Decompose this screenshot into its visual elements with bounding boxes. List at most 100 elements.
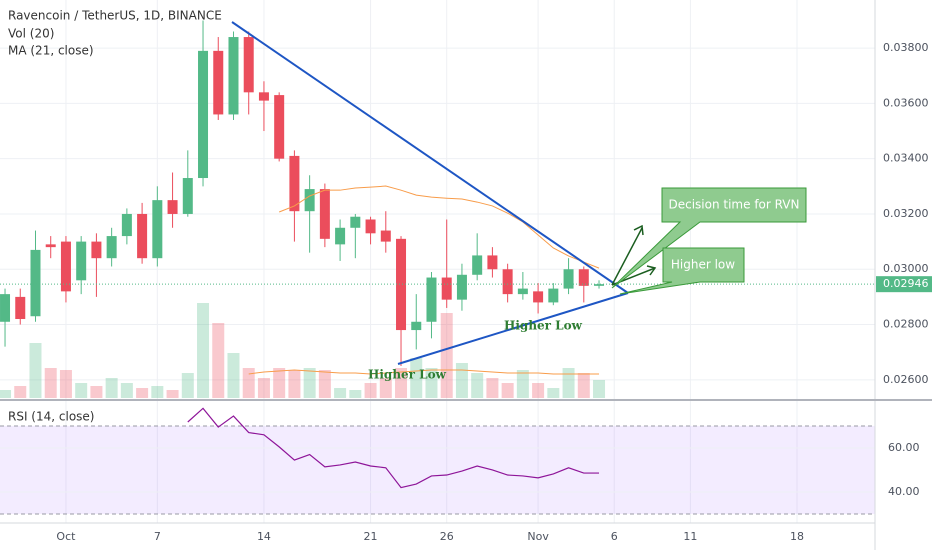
candle-body bbox=[396, 238, 407, 331]
volume-bar bbox=[303, 368, 316, 398]
volume-bar bbox=[136, 388, 149, 398]
callout-text: Higher low bbox=[671, 258, 735, 272]
x-tick-label: 7 bbox=[154, 530, 161, 543]
rsi-band bbox=[0, 425, 875, 514]
candle-body bbox=[335, 227, 346, 245]
volume-bar bbox=[120, 383, 133, 398]
candle-body bbox=[365, 219, 376, 234]
candle-body bbox=[121, 213, 132, 237]
candle-body bbox=[563, 269, 574, 289]
y-tick-label: 0.02600 bbox=[883, 373, 929, 386]
candle-body bbox=[137, 213, 148, 259]
candle-body bbox=[182, 178, 193, 214]
x-tick-label: 26 bbox=[440, 530, 454, 543]
candle-body bbox=[319, 189, 330, 239]
volume-bar bbox=[593, 380, 606, 398]
volume-bar bbox=[242, 368, 255, 398]
x-tick-label: Oct bbox=[56, 530, 76, 543]
x-tick-label: 18 bbox=[790, 530, 804, 543]
candle-body bbox=[426, 277, 437, 322]
volume-bar bbox=[197, 303, 210, 398]
candle-body bbox=[274, 95, 285, 159]
candle-body bbox=[213, 50, 224, 115]
callout-text: Decision time for RVN bbox=[668, 198, 799, 212]
volume-bar bbox=[395, 368, 408, 398]
candle-body bbox=[441, 277, 452, 300]
volume-bar bbox=[166, 390, 179, 398]
volume-bar bbox=[425, 368, 438, 398]
rsi-pane bbox=[0, 407, 875, 515]
volume-bar bbox=[105, 378, 118, 398]
volume-bar bbox=[516, 370, 529, 398]
volume-bar bbox=[273, 368, 286, 398]
volume-bar bbox=[349, 390, 362, 398]
annotation-text: Higher Low bbox=[368, 368, 447, 382]
volume-bar bbox=[501, 383, 514, 398]
candle-body bbox=[60, 241, 71, 292]
candle-body bbox=[91, 241, 102, 259]
arrow-head bbox=[633, 224, 644, 236]
volume-bar bbox=[577, 373, 590, 398]
ma-line bbox=[278, 185, 600, 269]
candle-body bbox=[472, 255, 483, 275]
y-tick-label: 60.00 bbox=[888, 441, 920, 454]
volume-bar bbox=[288, 370, 301, 398]
last-price-label: 0.02946 bbox=[883, 277, 929, 290]
callout bbox=[619, 247, 745, 295]
volume-bar bbox=[410, 358, 423, 398]
candle-body bbox=[548, 288, 559, 303]
y-tick-label: 0.02800 bbox=[883, 318, 929, 331]
volume-bar bbox=[547, 388, 560, 398]
arrow bbox=[611, 227, 643, 286]
candle-body bbox=[502, 269, 513, 295]
y-tick-label: 0.03800 bbox=[883, 41, 929, 54]
legend-entry: MA (21, close) bbox=[8, 44, 94, 58]
volume-bar bbox=[29, 343, 42, 398]
candle-body bbox=[45, 244, 56, 248]
candle-body bbox=[106, 236, 117, 259]
x-tick-label: 11 bbox=[683, 530, 697, 543]
x-tick-label: 21 bbox=[364, 530, 378, 543]
volume-bar bbox=[0, 390, 12, 398]
y-tick-label: 0.03400 bbox=[883, 152, 929, 165]
volume-ma-line bbox=[248, 369, 600, 375]
volume-bar bbox=[14, 386, 27, 398]
trend-line bbox=[397, 292, 629, 365]
candle-body bbox=[350, 216, 361, 228]
rsi-line bbox=[187, 407, 600, 489]
candle-body bbox=[258, 92, 269, 101]
y-tick-label: 0.03200 bbox=[883, 207, 929, 220]
candle-body bbox=[380, 230, 391, 242]
candle-body bbox=[594, 284, 605, 286]
volume-bar bbox=[318, 370, 331, 398]
candle-body bbox=[0, 294, 11, 322]
volume-bar bbox=[212, 323, 225, 398]
candle-body bbox=[198, 50, 209, 179]
volume-bar bbox=[455, 363, 468, 398]
volume-bar bbox=[59, 370, 72, 398]
candle-body bbox=[487, 255, 498, 270]
volume-bar bbox=[44, 368, 57, 398]
y-tick-label: 0.03000 bbox=[883, 262, 929, 275]
volume-bar bbox=[532, 383, 545, 398]
x-tick-label: Nov bbox=[527, 530, 549, 543]
legend-entry: Vol (20) bbox=[8, 27, 54, 41]
volume-bar bbox=[364, 383, 377, 398]
volume-bar bbox=[471, 373, 484, 398]
volume-bar bbox=[486, 378, 499, 398]
callout bbox=[611, 187, 807, 289]
candle-body bbox=[517, 288, 528, 295]
axis-labels: Oct 7 14 21 26 Nov 6 11 18 0.02600 0.02800 0.03000 0… bbox=[56, 41, 932, 543]
candle-body bbox=[167, 200, 178, 214]
last-price-box bbox=[876, 276, 932, 293]
chart-title: Ravencoin / TetherUS, 1D, BINANCE bbox=[8, 9, 222, 23]
volume-bar bbox=[181, 373, 194, 398]
candle-body bbox=[456, 274, 467, 300]
y-tick-label: 0.03600 bbox=[883, 96, 929, 109]
candle-body bbox=[152, 200, 163, 259]
candle-body bbox=[228, 37, 239, 115]
volume-bar bbox=[90, 386, 103, 398]
candle-body bbox=[30, 249, 41, 317]
candle-body bbox=[411, 321, 422, 331]
